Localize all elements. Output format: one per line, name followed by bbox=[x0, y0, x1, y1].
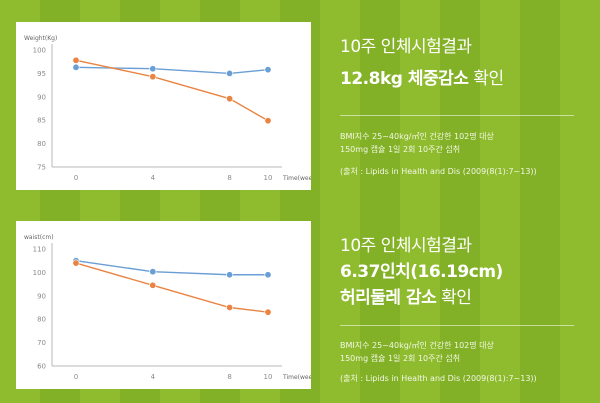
data-point bbox=[72, 56, 80, 64]
waist-divider bbox=[340, 325, 574, 326]
y-tick-label: 90 bbox=[37, 292, 46, 300]
x-axis-label: Time(weeks) bbox=[282, 374, 311, 381]
y-tick-label: 90 bbox=[37, 93, 46, 101]
waist-note-2: 150mg 캡슐 1일 2회 10주간 섭취 bbox=[340, 354, 461, 363]
x-tick-label: 10 bbox=[264, 373, 273, 381]
waist-trial-title: 10주 인체시험결과 bbox=[340, 236, 472, 256]
waist-chart-card: 110 100 90 80 70 60 0 4 8 10 waist(cm) Time(weeks) bbox=[16, 221, 311, 389]
y-tick-label: 75 bbox=[37, 164, 46, 172]
y-tick-label: 80 bbox=[37, 140, 46, 148]
y-tick-label: 110 bbox=[33, 246, 46, 254]
data-point bbox=[264, 271, 272, 279]
weight-trial-title: 10주 인체시험결과 bbox=[340, 37, 472, 57]
series-line-1 bbox=[75, 260, 268, 276]
weight-headline-bold: 12.8kg 체중감소 bbox=[340, 69, 469, 89]
waist-chart: 110 100 90 80 70 60 0 4 8 10 waist(cm) Time(weeks) bbox=[24, 234, 311, 381]
x-tick-label: 8 bbox=[227, 373, 231, 381]
waist-headline: 허리둘레 감소 확인 bbox=[340, 285, 472, 311]
y-tick-label: 60 bbox=[37, 363, 46, 371]
data-point bbox=[149, 65, 157, 73]
series-line-2 bbox=[75, 262, 269, 313]
data-point bbox=[149, 268, 157, 276]
weight-note-2: 150mg 캡슐 1일 2회 10주간 섭취 bbox=[340, 145, 461, 154]
weight-chart: 100 95 90 85 80 75 0 4 8 10 Weight(Kg) Time(weeks) bbox=[24, 35, 311, 182]
weight-chart-card: 100 95 90 85 80 75 0 4 8 10 Weight(Kg) Time(weeks) bbox=[16, 22, 311, 190]
series-line-1 bbox=[75, 66, 269, 75]
data-point bbox=[226, 69, 234, 77]
waist-headline-bold: 허리둘레 감소 bbox=[340, 288, 437, 308]
data-point bbox=[264, 117, 272, 125]
series-line-2 bbox=[75, 59, 269, 122]
y-tick-label: 85 bbox=[37, 117, 46, 125]
waist-source: (출처 : Lipids in Health and Dis (2009(8(1… bbox=[340, 374, 537, 383]
x-tick-label: 0 bbox=[74, 174, 78, 182]
data-point bbox=[226, 95, 234, 103]
data-point bbox=[149, 73, 157, 81]
x-axis-label: Time(weeks) bbox=[282, 175, 311, 182]
x-tick-label: 8 bbox=[227, 174, 231, 182]
weight-headline: 12.8kg 체중감소 확인 bbox=[340, 66, 504, 92]
data-point bbox=[226, 271, 234, 279]
y-axis-label: Weight(Kg) bbox=[24, 35, 57, 42]
data-point bbox=[149, 281, 157, 289]
y-tick-label: 100 bbox=[33, 269, 46, 277]
waist-panel: 1101009080706004810waist(cm)Time(weeks) … bbox=[0, 213, 600, 403]
weight-note-1: BMI지수 25~40kg/㎡인 건강한 102명 대상 bbox=[340, 132, 494, 141]
y-tick-label: 100 bbox=[33, 47, 46, 55]
weight-panel: 100959085807504810Weight(Kg)Time(weeks) … bbox=[0, 14, 600, 204]
data-point bbox=[72, 63, 80, 71]
x-tick-label: 4 bbox=[151, 373, 156, 381]
x-tick-label: 0 bbox=[74, 373, 78, 381]
y-axis-label: waist(cm) bbox=[24, 234, 54, 241]
waist-headline-line1: 6.37인치(16.19cm) bbox=[340, 262, 503, 282]
data-point bbox=[264, 66, 272, 74]
y-tick-label: 70 bbox=[37, 339, 46, 347]
data-point bbox=[264, 308, 272, 316]
x-tick-label: 10 bbox=[264, 174, 273, 182]
x-tick-label: 4 bbox=[151, 174, 156, 182]
waist-headline-rest: 확인 bbox=[436, 288, 472, 308]
weight-headline-rest: 확인 bbox=[468, 69, 504, 89]
y-tick-label: 80 bbox=[37, 316, 46, 324]
waist-note-1: BMI지수 25~40kg/㎡인 건강한 102명 대상 bbox=[340, 341, 494, 350]
weight-source: (출처 : Lipids in Health and Dis (2009(8(1… bbox=[340, 167, 537, 176]
data-point bbox=[72, 259, 80, 267]
data-point bbox=[226, 304, 234, 312]
weight-divider bbox=[340, 115, 574, 116]
y-tick-label: 95 bbox=[37, 70, 46, 78]
